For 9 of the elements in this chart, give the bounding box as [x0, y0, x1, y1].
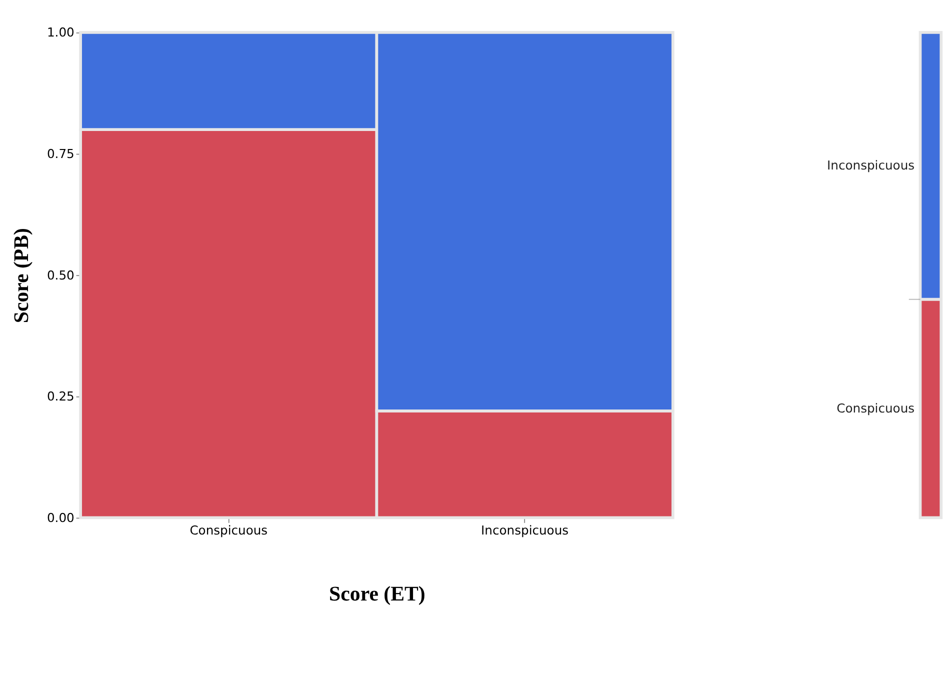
y-tick-label: 0.25: [46, 390, 74, 404]
y-tick-label: 0.00: [46, 510, 75, 525]
x-axis-title: Score (ET): [329, 582, 426, 606]
series-label: Conspicuous: [836, 401, 915, 416]
y-axis-title: Score (PB): [9, 228, 34, 324]
y-tick-label: 0.75: [46, 147, 74, 162]
y-tick-label: 1.00: [46, 26, 75, 40]
series-label: Inconspicuous: [827, 158, 915, 173]
y-tick-label: 0.50: [46, 268, 75, 282]
